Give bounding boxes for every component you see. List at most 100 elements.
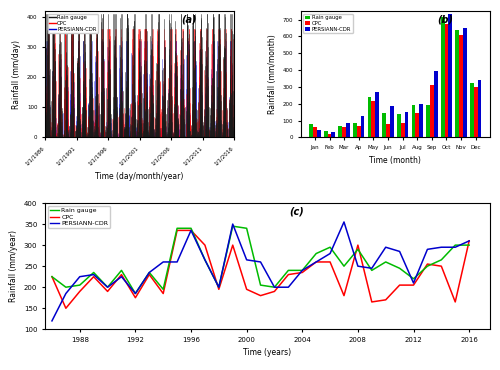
CPC xyxy=(160,291,166,296)
Rain gauge xyxy=(327,245,333,249)
CPC xyxy=(369,300,375,304)
Bar xyxy=(463,28,467,137)
CPC xyxy=(132,296,138,300)
Text: (a): (a) xyxy=(182,15,197,25)
Bar xyxy=(376,92,379,137)
CPC xyxy=(63,306,69,310)
PERSIANN-CDR xyxy=(90,272,96,277)
PERSIANN-CDR xyxy=(77,275,83,279)
Rain gauge xyxy=(452,243,458,247)
Bar xyxy=(338,125,342,137)
Rain gauge xyxy=(355,247,361,252)
CPC xyxy=(396,283,402,287)
PERSIANN-CDR xyxy=(313,260,319,264)
CPC xyxy=(382,297,388,302)
PERSIANN-CDR xyxy=(244,258,250,262)
PERSIANN-CDR xyxy=(63,291,69,296)
CPC xyxy=(410,283,416,287)
PERSIANN-CDR xyxy=(341,220,347,224)
Text: (c): (c) xyxy=(290,207,304,217)
Bar xyxy=(441,17,444,137)
CPC xyxy=(313,260,319,264)
CPC xyxy=(341,293,347,298)
Bar xyxy=(419,104,423,137)
CPC xyxy=(49,275,55,279)
PERSIANN-CDR xyxy=(146,270,152,275)
CPC xyxy=(188,228,194,233)
Rain gauge xyxy=(424,264,430,268)
Line: Rain gauge: Rain gauge xyxy=(52,226,469,293)
Bar xyxy=(397,114,400,137)
Bar xyxy=(317,130,320,137)
Rain gauge xyxy=(118,268,124,273)
Rain gauge xyxy=(188,226,194,231)
CPC xyxy=(300,270,306,275)
Bar xyxy=(309,124,313,137)
Y-axis label: Rainfall (mm/month): Rainfall (mm/month) xyxy=(268,34,277,114)
PERSIANN-CDR xyxy=(104,285,110,289)
Rain gauge xyxy=(300,268,306,273)
Rain gauge xyxy=(286,268,292,273)
CPC xyxy=(244,287,250,292)
Bar xyxy=(430,85,434,137)
PERSIANN-CDR xyxy=(160,260,166,264)
Rain gauge xyxy=(382,260,388,264)
Bar xyxy=(328,134,332,137)
X-axis label: Time (day/month/year): Time (day/month/year) xyxy=(96,172,184,181)
CPC xyxy=(327,260,333,264)
Bar xyxy=(372,101,376,137)
Rain gauge xyxy=(258,283,264,287)
Bar xyxy=(357,126,360,137)
Rain gauge xyxy=(104,285,110,289)
X-axis label: Time (years): Time (years) xyxy=(244,349,292,357)
Legend: Rain gauge, CPC, PERSIANN-CDR: Rain gauge, CPC, PERSIANN-CDR xyxy=(48,206,110,228)
Bar xyxy=(332,132,336,137)
Bar xyxy=(412,105,416,137)
Rain gauge xyxy=(132,291,138,296)
PERSIANN-CDR xyxy=(188,228,194,233)
CPC xyxy=(174,228,180,233)
CPC xyxy=(146,272,152,277)
Bar xyxy=(360,116,364,137)
PERSIANN-CDR xyxy=(424,247,430,252)
Rain gauge xyxy=(160,287,166,292)
CPC xyxy=(90,275,96,279)
Rain gauge xyxy=(216,285,222,289)
PERSIANN-CDR xyxy=(355,264,361,268)
PERSIANN-CDR xyxy=(466,239,472,243)
Rain gauge xyxy=(369,268,375,273)
CPC xyxy=(118,272,124,277)
PERSIANN-CDR xyxy=(286,285,292,289)
CPC xyxy=(104,289,110,294)
Bar xyxy=(456,30,459,137)
Bar xyxy=(474,87,478,137)
PERSIANN-CDR xyxy=(438,245,444,249)
PERSIANN-CDR xyxy=(327,251,333,256)
Rain gauge xyxy=(174,226,180,231)
Legend: Rain gauge, CPC, PERSIANN-CDR: Rain gauge, CPC, PERSIANN-CDR xyxy=(48,14,98,34)
Bar xyxy=(382,113,386,137)
Rain gauge xyxy=(63,285,69,289)
PERSIANN-CDR xyxy=(300,268,306,273)
Bar xyxy=(459,35,463,137)
Bar xyxy=(434,71,438,137)
Rain gauge xyxy=(341,264,347,268)
Bar xyxy=(404,112,408,137)
Bar xyxy=(342,127,346,137)
CPC xyxy=(438,264,444,268)
Y-axis label: Rainfall (mm/day): Rainfall (mm/day) xyxy=(12,40,22,109)
CPC xyxy=(216,287,222,292)
PERSIANN-CDR xyxy=(382,245,388,249)
Rain gauge xyxy=(466,243,472,247)
Bar xyxy=(346,122,350,137)
PERSIANN-CDR xyxy=(452,245,458,249)
X-axis label: Time (month): Time (month) xyxy=(370,155,422,165)
Bar xyxy=(353,123,357,137)
Bar xyxy=(478,80,482,137)
Bar xyxy=(416,113,419,137)
Rain gauge xyxy=(396,266,402,270)
CPC xyxy=(355,243,361,247)
CPC xyxy=(466,239,472,243)
CPC xyxy=(258,293,264,298)
PERSIANN-CDR xyxy=(49,319,55,323)
